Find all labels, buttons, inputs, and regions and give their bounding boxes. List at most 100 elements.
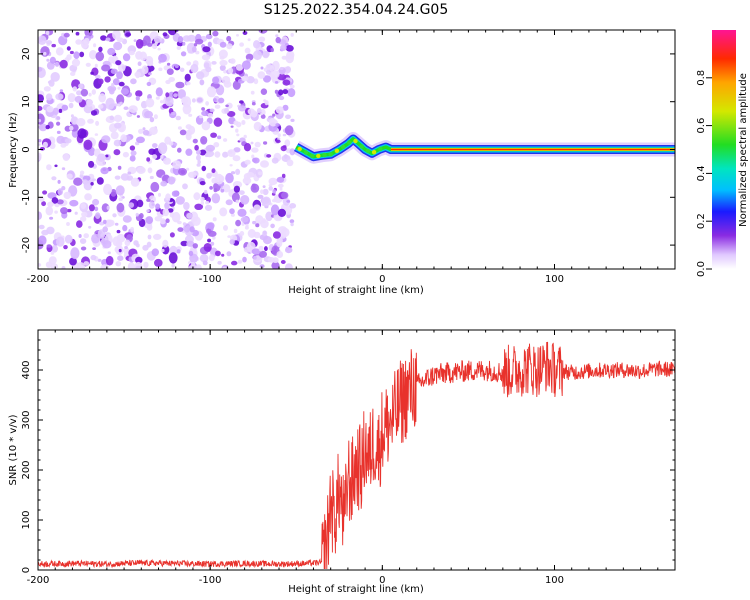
noise-blob bbox=[259, 264, 265, 268]
noise-blob bbox=[61, 266, 66, 269]
noise-blob bbox=[102, 240, 112, 249]
noise-blob bbox=[56, 236, 65, 247]
noise-blob bbox=[181, 96, 189, 105]
signal-hotspot bbox=[371, 150, 377, 155]
noise-blob bbox=[285, 263, 293, 269]
noise-blob bbox=[238, 190, 245, 196]
noise-blob bbox=[280, 44, 287, 51]
noise-blob bbox=[100, 264, 109, 269]
noise-blob bbox=[75, 31, 80, 36]
signal-hotspot bbox=[309, 153, 315, 159]
noise-blob bbox=[162, 239, 169, 248]
noise-blob bbox=[177, 36, 184, 43]
noise-blob bbox=[167, 208, 174, 213]
noise-blob bbox=[95, 212, 101, 220]
noise-blob bbox=[78, 83, 84, 89]
noise-blob bbox=[282, 79, 291, 86]
noise-blob bbox=[123, 106, 129, 110]
noise-blob bbox=[186, 240, 195, 247]
noise-blob bbox=[147, 234, 152, 240]
noise-blob bbox=[93, 43, 97, 48]
noise-blob bbox=[201, 121, 211, 131]
noise-blob bbox=[287, 88, 296, 98]
noise-blob bbox=[114, 175, 121, 180]
noise-blob bbox=[110, 189, 117, 197]
noise-blob bbox=[90, 71, 94, 75]
noise-blob bbox=[192, 216, 201, 226]
noise-blob bbox=[149, 117, 155, 123]
noise-blob bbox=[220, 188, 225, 193]
snr-series-line bbox=[38, 341, 675, 570]
noise-blob bbox=[168, 77, 175, 82]
noise-blob bbox=[158, 192, 161, 197]
noise-blob bbox=[247, 108, 255, 115]
noise-blob bbox=[101, 64, 111, 72]
noise-blob bbox=[261, 196, 271, 207]
noise-blob bbox=[73, 177, 83, 186]
noise-blob bbox=[277, 73, 287, 81]
noise-blob bbox=[260, 114, 266, 119]
noise-blob bbox=[285, 45, 294, 52]
noise-blob bbox=[191, 46, 197, 53]
noise-blob bbox=[258, 171, 263, 176]
noise-blob bbox=[135, 256, 143, 264]
noise-blob bbox=[182, 183, 188, 190]
noise-blob bbox=[285, 246, 290, 251]
noise-blob bbox=[188, 125, 196, 135]
noise-blob bbox=[123, 247, 130, 254]
noise-blob bbox=[160, 100, 164, 104]
noise-blob bbox=[38, 125, 44, 130]
noise-blob bbox=[38, 235, 47, 246]
x-tick-label: 0 bbox=[379, 575, 385, 586]
noise-blob bbox=[190, 63, 199, 73]
noise-blob bbox=[151, 248, 159, 257]
noise-blob bbox=[223, 225, 228, 231]
noise-blob bbox=[186, 167, 190, 171]
noise-blob bbox=[174, 64, 179, 69]
noise-blob bbox=[115, 261, 122, 267]
noise-blob bbox=[176, 45, 181, 50]
noise-blob bbox=[282, 104, 289, 111]
snr-marks bbox=[38, 341, 675, 570]
noise-blob bbox=[54, 61, 60, 67]
noise-blob bbox=[211, 193, 221, 204]
noise-blob bbox=[277, 133, 281, 138]
noise-blob bbox=[290, 222, 294, 227]
noise-blob bbox=[117, 86, 121, 90]
noise-blob bbox=[253, 231, 261, 239]
noise-blob bbox=[135, 243, 140, 248]
noise-blob bbox=[243, 173, 251, 181]
noise-blob bbox=[124, 239, 131, 246]
noise-blob bbox=[114, 122, 122, 129]
noise-blob bbox=[187, 171, 197, 178]
noise-blob bbox=[92, 178, 96, 182]
noise-blob bbox=[233, 228, 238, 234]
noise-blob bbox=[214, 173, 224, 185]
noise-blob bbox=[274, 89, 279, 94]
noise-blob bbox=[233, 147, 241, 153]
noise-blob bbox=[43, 51, 47, 56]
noise-blob bbox=[264, 246, 268, 252]
noise-blob bbox=[281, 191, 289, 199]
noise-blob bbox=[192, 138, 198, 144]
noise-blob bbox=[201, 110, 209, 117]
noise-blob bbox=[175, 81, 185, 89]
noise-blob bbox=[205, 66, 212, 73]
noise-blob bbox=[182, 41, 186, 46]
noise-blob bbox=[149, 126, 158, 135]
noise-blob bbox=[265, 211, 273, 222]
noise-blob bbox=[92, 247, 96, 251]
noise-blob bbox=[112, 30, 121, 40]
noise-blob bbox=[61, 167, 66, 171]
noise-blob bbox=[245, 223, 249, 228]
noise-blob bbox=[143, 261, 149, 269]
noise-blob bbox=[171, 263, 175, 268]
noise-blob bbox=[243, 246, 252, 253]
noise-blob bbox=[101, 203, 110, 213]
noise-blob bbox=[177, 126, 182, 130]
noise-blob bbox=[72, 86, 78, 92]
y-tick-label: -20 bbox=[21, 237, 32, 253]
noise-blob bbox=[280, 260, 286, 264]
noise-blob bbox=[290, 118, 295, 122]
colorbar: 0.0 0.2 0.4 0.6 0.8 Normalized spectral ampl… bbox=[696, 30, 749, 277]
